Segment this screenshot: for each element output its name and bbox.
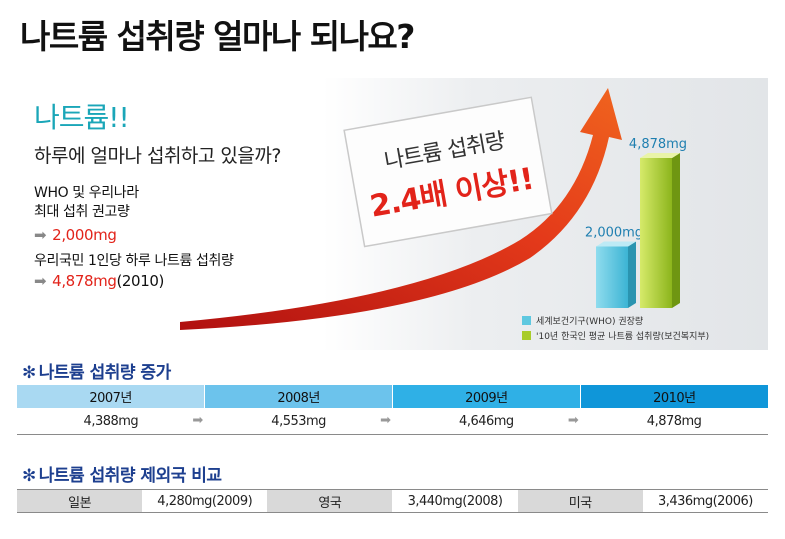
value-usa: 3,436mg(2006) bbox=[657, 493, 753, 509]
who-value: 2,000mg bbox=[52, 226, 117, 244]
increase-cell: 4,646mg ➡ bbox=[392, 408, 581, 435]
increase-header-row: 2007년 2008년 2009년 2010년 bbox=[17, 385, 768, 408]
comparison-section-title: ✻ 나트륨 섭취량 제외국 비교 bbox=[22, 461, 222, 486]
legend-swatch-who bbox=[522, 316, 531, 325]
sign-card: 나트륨 섭취량 2.4배 이상!! bbox=[343, 96, 553, 248]
legend-who: 세계보건기구(WHO) 권장량 bbox=[536, 315, 643, 327]
comparison-row: 일본 4,280mg(2009) 영국 3,440mg(2008) 미국 3,4… bbox=[17, 489, 768, 513]
asterisk-icon: ✻ bbox=[22, 466, 36, 486]
value-uk: 3,440mg(2008) bbox=[407, 493, 503, 509]
country-usa: 미국 bbox=[517, 489, 643, 513]
value-japan: 4,280mg(2009) bbox=[157, 493, 253, 509]
comparison-title: 나트륨 섭취량 제외국 비교 bbox=[38, 466, 222, 486]
hero-heading: 나트륨!! bbox=[34, 101, 130, 134]
bar-top bbox=[640, 153, 680, 158]
arrow-icon: ➡ bbox=[192, 413, 203, 428]
value-2007: 4,388mg bbox=[83, 413, 139, 429]
increase-cell: 4,553mg ➡ bbox=[204, 408, 393, 435]
year-2009: 2009년 bbox=[392, 385, 581, 408]
value-2010: 4,878mg bbox=[646, 413, 702, 429]
who-line-1: WHO 및 우리나라 bbox=[34, 185, 139, 201]
bar-0 bbox=[596, 246, 628, 308]
country-japan: 일본 bbox=[17, 489, 143, 513]
korean-year: (2010) bbox=[116, 272, 164, 290]
increase-cell: 4,388mg ➡ bbox=[17, 408, 205, 435]
bar-value-label: 2,000mg bbox=[585, 225, 643, 240]
year-2008: 2008년 bbox=[204, 385, 393, 408]
korean-value: 4,878mg bbox=[52, 272, 117, 290]
arrow-icon: ➡ bbox=[380, 413, 391, 428]
increase-value-row: 4,388mg ➡ 4,553mg ➡ 4,646mg ➡ 4,878mg bbox=[17, 408, 768, 435]
who-line-2: 최대 섭취 권고량 bbox=[34, 204, 130, 220]
korean-value-row: ➡ 4,878mg(2010) bbox=[34, 272, 164, 290]
bar-top bbox=[596, 241, 636, 247]
increase-cell: 4,878mg bbox=[580, 408, 768, 435]
arrow-icon: ➡ bbox=[34, 272, 47, 290]
legend-korea: '10년 한국인 평균 나트륨 섭취량(보건복지부) bbox=[536, 330, 709, 342]
country-uk: 영국 bbox=[267, 489, 393, 513]
hero-chart: 나트륨 섭취량 2.4배 이상!! 2,000mg 4,878mg 세계보건기구(… bbox=[180, 88, 709, 342]
increase-table: 2007년 2008년 2009년 2010년 4,388mg ➡ 4,553mg… bbox=[17, 385, 768, 435]
comparison-table: 일본 4,280mg(2009) 영국 3,440mg(2008) 미국 3,4… bbox=[17, 489, 768, 513]
arrow-icon: ➡ bbox=[567, 413, 579, 428]
page-title: 나트륨 섭취량 얼마나 되나요? bbox=[20, 17, 415, 56]
year-2007: 2007년 bbox=[17, 385, 206, 408]
legend-swatch-korea bbox=[522, 331, 531, 340]
who-value-row: ➡ 2,000mg bbox=[34, 226, 117, 244]
year-2010: 2010년 bbox=[580, 385, 768, 408]
increase-title: 나트륨 섭취량 증가 bbox=[38, 363, 171, 383]
bar-value-label: 4,878mg bbox=[629, 137, 687, 152]
hero-subheading: 하루에 얼마나 섭취하고 있을까? bbox=[34, 145, 281, 167]
bar-side bbox=[628, 241, 636, 308]
bar-1 bbox=[640, 158, 672, 308]
asterisk-icon: ✻ bbox=[22, 363, 36, 383]
value-2009: 4,646mg bbox=[459, 413, 514, 429]
increase-section-title: ✻ 나트륨 섭취량 증가 bbox=[22, 358, 171, 383]
arrow-icon: ➡ bbox=[34, 226, 47, 244]
korean-line: 우리국민 1인당 하루 나트륨 섭취량 bbox=[34, 253, 234, 269]
value-2008: 4,553mg bbox=[271, 413, 326, 429]
bar-side bbox=[672, 153, 680, 308]
